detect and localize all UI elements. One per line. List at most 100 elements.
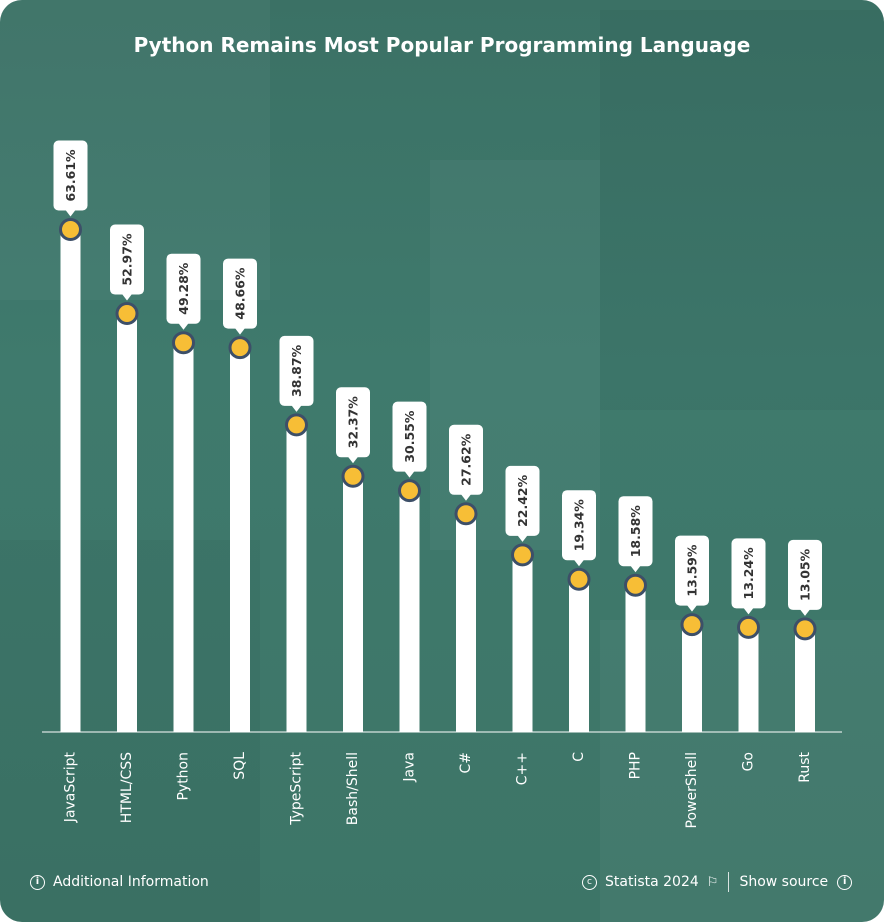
bars-group (60, 229, 815, 732)
data-point-marker[interactable] (341, 464, 365, 488)
value-label-bubble (53, 140, 88, 211)
bar (569, 579, 589, 732)
category-label: C (571, 752, 587, 762)
data-point-marker[interactable] (398, 479, 421, 503)
data-point-marker[interactable] (793, 617, 817, 641)
bar (343, 476, 363, 732)
category-label: HTML/CSS (119, 752, 135, 823)
markers-group (59, 217, 817, 641)
data-point-marker[interactable] (228, 336, 252, 360)
value-label-bubble (505, 465, 540, 536)
value-label: 22.42% (515, 474, 530, 527)
category-label: PowerShell (684, 752, 700, 828)
value-label-pointer (574, 559, 584, 567)
value-label-bubble (223, 258, 257, 329)
value-label-pointer (461, 494, 471, 501)
value-label-bubble (675, 535, 709, 606)
value-label-pointer (743, 607, 754, 615)
value-label-bubble (279, 335, 314, 406)
value-label: 63.61% (63, 149, 78, 202)
additional-information-link[interactable]: i Additional Information (30, 872, 209, 892)
value-label-bubble (618, 496, 653, 567)
footer-divider (728, 872, 730, 892)
data-point-marker[interactable] (454, 502, 478, 526)
value-label-bubble (392, 401, 427, 472)
data-point-marker[interactable] (567, 567, 591, 591)
value-label-pointer (687, 605, 697, 612)
value-label: 30.55% (402, 410, 417, 463)
value-label: 32.37% (346, 396, 361, 449)
show-source-label[interactable]: Show source (739, 874, 829, 890)
info-icon[interactable]: i (837, 874, 853, 890)
bar (625, 585, 646, 732)
value-label: 27.62% (459, 433, 474, 486)
value-label: 48.66% (233, 267, 248, 320)
value-label-bubble (166, 253, 201, 324)
value-label-bubble (449, 424, 483, 495)
bar (173, 342, 194, 732)
chart-title: Python Remains Most Popular Programming … (133, 33, 751, 57)
info-icon: i (30, 874, 45, 890)
value-label: 49.28% (176, 262, 191, 315)
bar (399, 490, 420, 732)
value-label: 13.59% (685, 544, 700, 597)
category-label: JavaScript (63, 751, 79, 823)
value-label: 19.34% (572, 499, 587, 552)
value-label-pointer (178, 323, 189, 330)
bar (60, 229, 81, 732)
value-label-pointer (517, 535, 528, 542)
value-label-pointer (348, 456, 358, 464)
category-label: SQL (232, 752, 248, 780)
category-label: Python (176, 752, 192, 801)
value-label-pointer (235, 328, 245, 335)
data-point-marker[interactable] (59, 217, 82, 241)
bar (286, 424, 307, 732)
footer-right: c Statista 2024 ⚐ Show source i (582, 872, 853, 892)
data-point-marker[interactable] (737, 615, 760, 639)
value-label: 13.05% (798, 548, 813, 601)
value-label-bubble (110, 224, 144, 295)
value-label: 13.24% (741, 547, 756, 600)
category-label: Bash/Shell (345, 752, 361, 825)
value-label-bubble (336, 387, 370, 458)
category-label: PHP (628, 752, 644, 779)
value-label: 18.58% (628, 505, 643, 558)
bar (795, 628, 815, 732)
value-label-bubble (788, 539, 822, 610)
value-label: 52.97% (120, 233, 135, 286)
flag-icon[interactable]: ⚐ (706, 874, 719, 890)
category-label: Java (402, 752, 418, 783)
bar (230, 347, 250, 732)
data-point-marker[interactable] (172, 331, 195, 355)
value-label-pointer (800, 609, 810, 616)
value-label-bubble (731, 538, 766, 609)
bar (456, 513, 476, 732)
category-label: C++ (515, 752, 531, 785)
value-label-bubble (562, 490, 596, 561)
bar (682, 624, 702, 732)
value-label-pointer (404, 471, 415, 478)
category-label: C# (458, 752, 474, 774)
value-label-pointer (291, 405, 302, 412)
category-labels-group: JavaScript HTML/CSS Python SQL TypeScript Bas… (63, 751, 814, 828)
value-label: 38.87% (289, 344, 304, 397)
data-point-marker[interactable] (511, 543, 534, 567)
data-point-marker[interactable] (624, 573, 647, 597)
value-label-pointer (630, 565, 641, 573)
bar (738, 627, 759, 732)
copyright-icon: c (582, 874, 597, 890)
category-label: Go (741, 752, 757, 771)
value-labels-group: 63.61% 52.97% 49.28% 48.66% 38.87% 32.37% 30.5… (53, 140, 822, 616)
value-label-pointer (122, 294, 132, 301)
data-point-marker[interactable] (680, 613, 704, 637)
bar (512, 554, 533, 732)
bar (117, 313, 137, 732)
copyright-label[interactable]: Statista 2024 (605, 874, 699, 890)
category-label: Rust (797, 752, 813, 783)
data-point-marker[interactable] (115, 302, 139, 326)
data-point-marker[interactable] (285, 413, 308, 437)
value-label-pointer (65, 209, 76, 217)
category-label: TypeScript (289, 751, 305, 825)
additional-information-label: Additional Information (53, 874, 209, 890)
